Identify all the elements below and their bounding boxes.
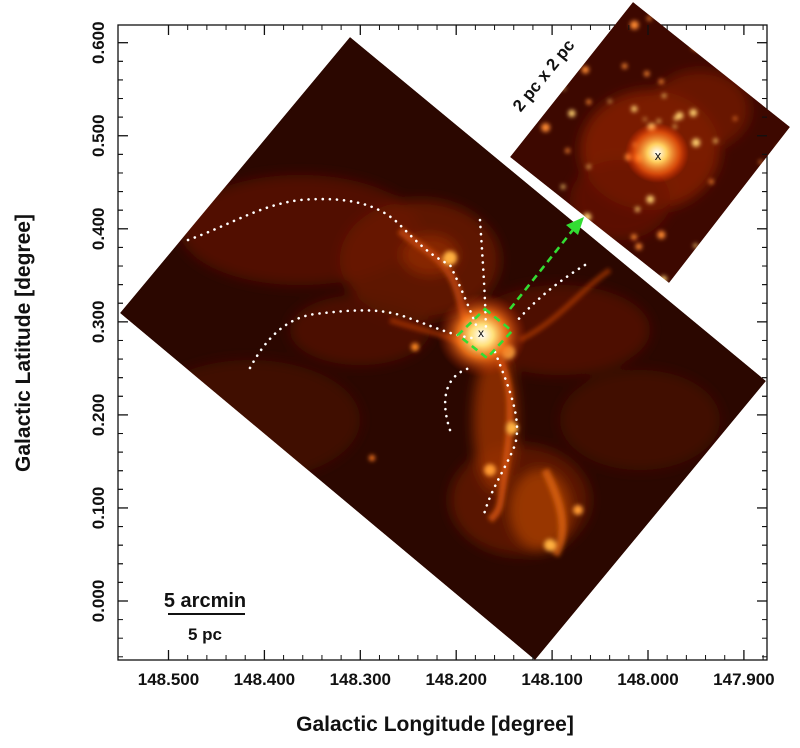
scale-bar-pc-label: 5 pc (188, 625, 222, 644)
center-marker: x (478, 326, 484, 340)
inset-star (662, 93, 667, 98)
main-image (120, 37, 766, 660)
inset-star (713, 138, 718, 143)
inset-star (562, 86, 566, 91)
x-tick-label: 148.300 (330, 670, 391, 689)
inset-star (673, 124, 677, 129)
y-tick-label: 0.100 (89, 487, 108, 530)
filament-tracers (186, 197, 587, 520)
y-tick-label: 0.500 (89, 114, 108, 157)
inset-star (581, 66, 590, 74)
scale-bar: 5 arcmin 5 pc (164, 590, 246, 644)
scale-bar-arcmin-label: 5 arcmin (164, 590, 246, 612)
inset-star (776, 170, 782, 176)
inset-star (695, 44, 702, 52)
inset-star (565, 148, 570, 154)
inset-star (647, 16, 652, 21)
y-axis-ticks: 0.000 0.100 0.200 0.300 0.400 0.500 0.600 (89, 21, 767, 658)
x-tick-label: 147.900 (713, 670, 774, 689)
inset-star (658, 79, 664, 85)
inset-star (586, 164, 591, 169)
zoom-arrow-head (566, 217, 584, 235)
inset-star (657, 230, 666, 239)
x-tick-label: 148.200 (425, 670, 486, 689)
inset-star (682, 25, 689, 31)
x-axis-ticks: 148.500 148.400 148.300 148.200 148.100 148.0… (138, 25, 775, 689)
inset-star (663, 8, 669, 14)
central-cluster (437, 293, 527, 377)
inset-star (631, 105, 638, 112)
inset-star (541, 123, 550, 132)
y-tick-label: 0.300 (89, 301, 108, 344)
inset-star (693, 243, 698, 248)
inset-star (515, 43, 523, 51)
inset-star (755, 264, 762, 271)
inset-star (602, 9, 606, 14)
x-axis-label: Galactic Longitude [degree] (296, 713, 574, 736)
inset-star (740, 51, 746, 57)
filament-1 (186, 197, 480, 332)
inset-star (729, 40, 734, 44)
inset-star (586, 99, 592, 105)
inset-star (635, 206, 640, 212)
inset-star (691, 138, 701, 147)
inset-star (733, 116, 737, 121)
inset-star (643, 117, 647, 121)
inset-star (583, 213, 592, 222)
filament-2 (248, 309, 474, 370)
inset-star (646, 195, 655, 204)
inset-star (556, 13, 566, 23)
inset-star (774, 91, 781, 98)
y-tick-label: 0.000 (89, 580, 108, 623)
inset-star (777, 145, 781, 149)
inset-star (631, 234, 637, 241)
x-tick-label: 148.500 (138, 670, 199, 689)
inset-star (557, 12, 561, 17)
x-tick-label: 148.100 (521, 670, 582, 689)
inset-star (758, 160, 763, 164)
inset-star (675, 111, 684, 120)
zoom-arrow-line (508, 225, 578, 310)
inset-star (709, 179, 714, 184)
y-tick-label: 0.400 (89, 208, 108, 251)
x-tick-label: 148.400 (234, 670, 295, 689)
y-tick-label: 0.600 (89, 21, 108, 64)
inset-star (521, 115, 529, 123)
inset-star (568, 109, 576, 117)
y-tick-label: 0.200 (89, 394, 108, 437)
inset-star (656, 119, 661, 124)
inset-star (644, 71, 650, 77)
inset-star (608, 99, 612, 104)
inset-star (691, 43, 699, 51)
inset-star (689, 109, 698, 117)
inset-star (621, 63, 628, 69)
inset-star (560, 184, 566, 189)
y-axis-label: Galactic Latitude [degree] (12, 214, 35, 472)
inset-marker: x (655, 148, 662, 163)
zoom-indicator (456, 225, 578, 360)
x-tick-label: 148.000 (617, 670, 678, 689)
plot-frame (117, 24, 768, 661)
inset-star (630, 20, 639, 30)
inset-star (635, 243, 643, 250)
zoom-box (456, 307, 514, 360)
inset-star (660, 275, 667, 283)
